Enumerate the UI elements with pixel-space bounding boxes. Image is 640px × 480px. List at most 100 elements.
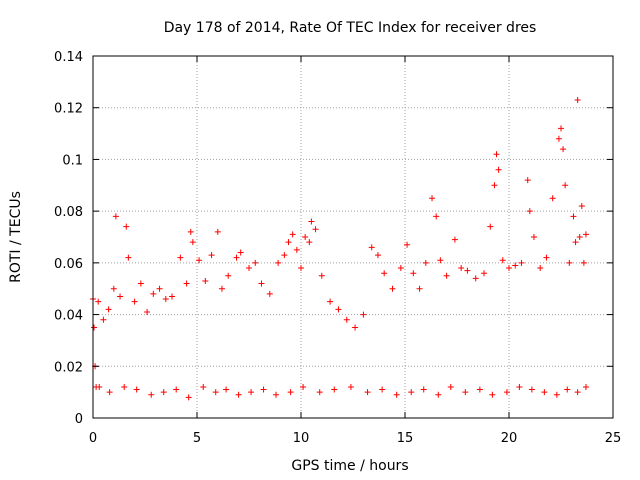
data-point <box>572 239 579 246</box>
chart-title: Day 178 of 2014, Rate Of TEC Index for r… <box>164 20 537 36</box>
data-point <box>526 208 533 215</box>
data-point <box>503 389 510 396</box>
data-point <box>528 386 535 393</box>
data-point <box>422 259 429 266</box>
data-point <box>300 383 307 390</box>
data-point <box>576 234 583 240</box>
data-point <box>491 182 498 189</box>
data-point <box>302 234 309 240</box>
data-point <box>472 275 479 282</box>
data-point <box>105 306 112 313</box>
data-point <box>285 239 292 246</box>
data-point <box>433 213 440 220</box>
data-point <box>187 228 194 235</box>
data-point <box>516 383 523 390</box>
data-point <box>235 391 242 398</box>
data-point <box>110 285 117 292</box>
data-point <box>266 290 273 297</box>
data-point <box>160 389 167 396</box>
y-tick-label: 0 <box>75 412 83 427</box>
y-tick-label: 0.08 <box>54 205 83 220</box>
data-point <box>360 311 367 318</box>
data-point <box>570 213 577 220</box>
data-point <box>574 389 581 396</box>
data-point <box>541 389 548 396</box>
data-point <box>150 290 157 297</box>
data-point <box>258 280 265 287</box>
data-points-layer <box>90 96 589 401</box>
data-point <box>435 391 442 398</box>
data-point <box>121 383 128 390</box>
data-point <box>117 293 124 300</box>
data-point <box>248 389 255 396</box>
data-point <box>580 259 587 266</box>
data-point <box>275 259 282 266</box>
data-point <box>462 389 469 396</box>
data-point <box>410 270 417 277</box>
x-tick-label: 0 <box>89 431 97 446</box>
data-point <box>389 285 396 292</box>
data-point <box>518 259 525 266</box>
data-point <box>125 254 132 261</box>
data-point <box>493 151 500 158</box>
data-point <box>489 391 496 398</box>
data-point <box>214 228 221 235</box>
ticks-layer: 0 0.02 0.04 0.06 0.08 0.1 0.12 0.14 0 5 10 15 20 25 <box>54 50 621 446</box>
data-point <box>100 316 107 323</box>
data-point <box>308 218 315 225</box>
data-point <box>156 285 163 292</box>
data-point <box>225 272 232 279</box>
data-point <box>189 239 196 246</box>
data-point <box>237 249 244 256</box>
data-point <box>327 298 334 305</box>
data-point <box>273 391 280 398</box>
y-tick-label: 0.14 <box>54 50 83 65</box>
data-point <box>451 236 458 243</box>
data-point <box>564 386 571 393</box>
data-point <box>574 96 581 103</box>
data-point <box>495 166 502 173</box>
data-point <box>543 254 550 261</box>
data-point <box>566 259 573 266</box>
data-point <box>95 298 102 305</box>
data-point <box>218 285 225 292</box>
data-point <box>512 262 519 269</box>
data-point <box>96 383 103 390</box>
y-tick-label: 0.04 <box>54 309 83 324</box>
data-point <box>447 383 454 390</box>
data-point <box>331 386 338 393</box>
data-point <box>464 267 471 274</box>
data-point <box>408 389 415 396</box>
data-point <box>316 389 323 396</box>
x-tick-label: 10 <box>293 431 310 446</box>
x-tick-label: 25 <box>605 431 622 446</box>
data-point <box>381 270 388 277</box>
data-point <box>343 316 350 323</box>
data-point <box>318 272 325 279</box>
data-point <box>476 386 483 393</box>
data-point <box>379 386 386 393</box>
data-point <box>397 265 404 272</box>
data-point <box>443 272 450 279</box>
data-point <box>293 246 300 253</box>
data-point <box>208 252 215 259</box>
data-point <box>562 182 569 189</box>
data-point <box>393 391 400 398</box>
data-point <box>148 391 155 398</box>
data-point <box>506 265 512 272</box>
data-point <box>560 146 567 153</box>
data-point <box>183 280 190 287</box>
data-point <box>287 389 294 396</box>
data-point <box>335 306 342 313</box>
data-point <box>112 213 119 220</box>
data-point <box>260 386 267 393</box>
data-point <box>352 324 359 331</box>
data-point <box>437 257 444 264</box>
data-point <box>169 293 176 300</box>
data-point <box>537 265 544 272</box>
data-point <box>524 177 531 184</box>
data-point <box>555 135 562 142</box>
data-point <box>162 296 169 303</box>
data-point <box>212 389 219 396</box>
x-tick-label: 15 <box>397 431 414 446</box>
